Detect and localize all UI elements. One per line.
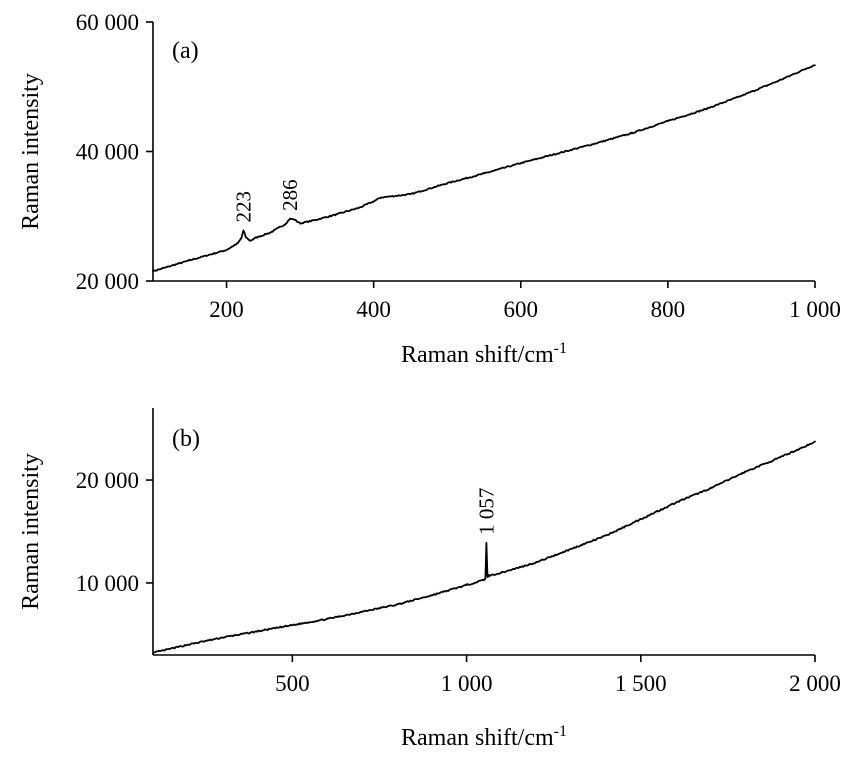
- x-tick-label: 1 000: [789, 297, 841, 322]
- x-tick-label: 800: [651, 297, 686, 322]
- x-tick-label: 500: [275, 671, 310, 696]
- x-axis-label-text: Raman shift/cm: [401, 342, 554, 368]
- x-tick-label: 400: [356, 297, 391, 322]
- spectrum-line: [152, 64, 816, 273]
- peak-label: 223: [231, 191, 255, 223]
- spectrum-line: [152, 440, 816, 654]
- panel-label: (a): [172, 38, 199, 64]
- y-tick-label: 10 000: [76, 571, 139, 596]
- x-axis-label: Raman shift/cm-1: [401, 723, 567, 751]
- panel-a: 200 400 600 800 1 000 20 000 40 000 60 000 Raman…: [18, 10, 841, 368]
- peak-label: 286: [278, 179, 302, 211]
- x-tick-label: 200: [209, 297, 244, 322]
- panel-b: 500 1 000 1 500 2 000 10 000 20 000 Raman shif…: [18, 408, 841, 751]
- x-tick-label: 1 000: [441, 671, 493, 696]
- y-axis-label: Raman intensity: [18, 73, 44, 230]
- x-axis-label-text: Raman shift/cm: [401, 725, 554, 751]
- y-tick-label: 60 000: [76, 10, 139, 35]
- y-tick-label: 20 000: [76, 468, 139, 493]
- y-axis-label: Raman intensity: [18, 453, 44, 610]
- x-tick-label: 600: [504, 297, 539, 322]
- x-axis-label: Raman shift/cm-1: [401, 340, 567, 368]
- y-tick-label: 40 000: [76, 140, 139, 165]
- peak-label: 1 057: [474, 488, 498, 535]
- x-tick-label: 2 000: [789, 671, 841, 696]
- y-tick-label: 20 000: [76, 269, 139, 294]
- x-axis-label-superscript: -1: [554, 340, 567, 357]
- x-axis-label-superscript: -1: [554, 723, 567, 740]
- x-tick-label: 1 500: [615, 671, 667, 696]
- panel-label: (b): [172, 426, 200, 452]
